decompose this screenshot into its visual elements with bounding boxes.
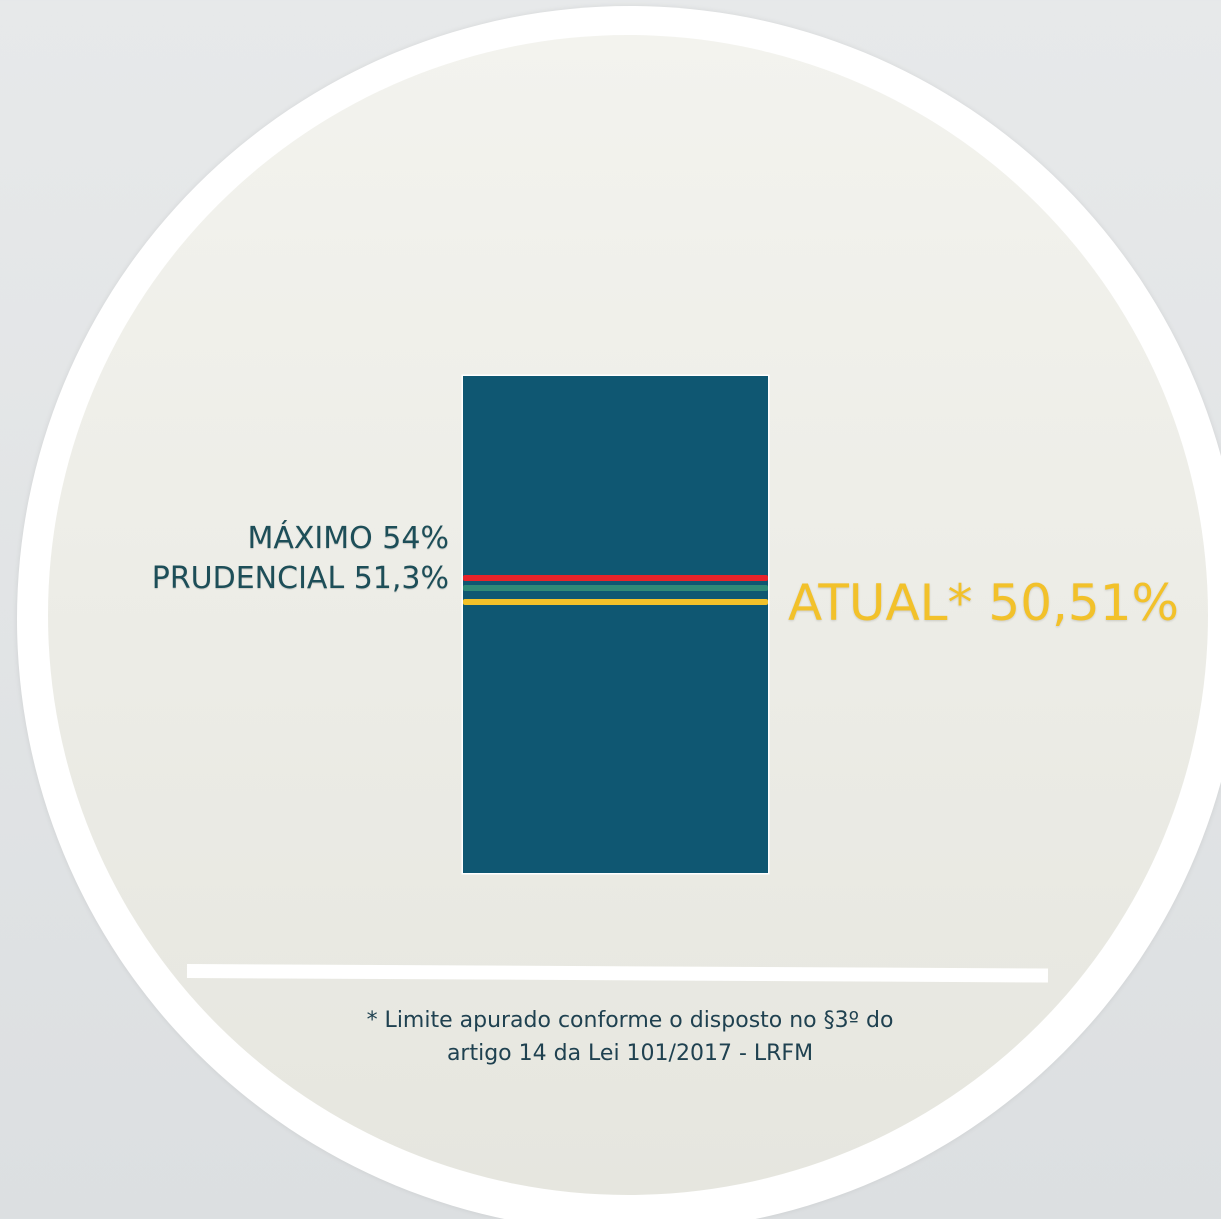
prudencial-label: PRUDENCIAL 51,3%	[151, 561, 449, 596]
atual-line	[463, 599, 768, 605]
footnote-line-2: artigo 14 da Lei 101/2017 - LRFM	[446, 1041, 814, 1066]
limit-bar	[463, 376, 768, 873]
maximo-label: MÁXIMO 54%	[247, 521, 449, 556]
footnote-line-1: * Limite apurado conforme o disposto no …	[366, 1008, 894, 1033]
footnote: * Limite apurado conforme o disposto no …	[260, 1004, 1000, 1070]
maximo-line	[463, 575, 768, 581]
prudencial-line	[463, 585, 768, 591]
atual-label: ATUAL* 50,51%	[788, 574, 1180, 632]
